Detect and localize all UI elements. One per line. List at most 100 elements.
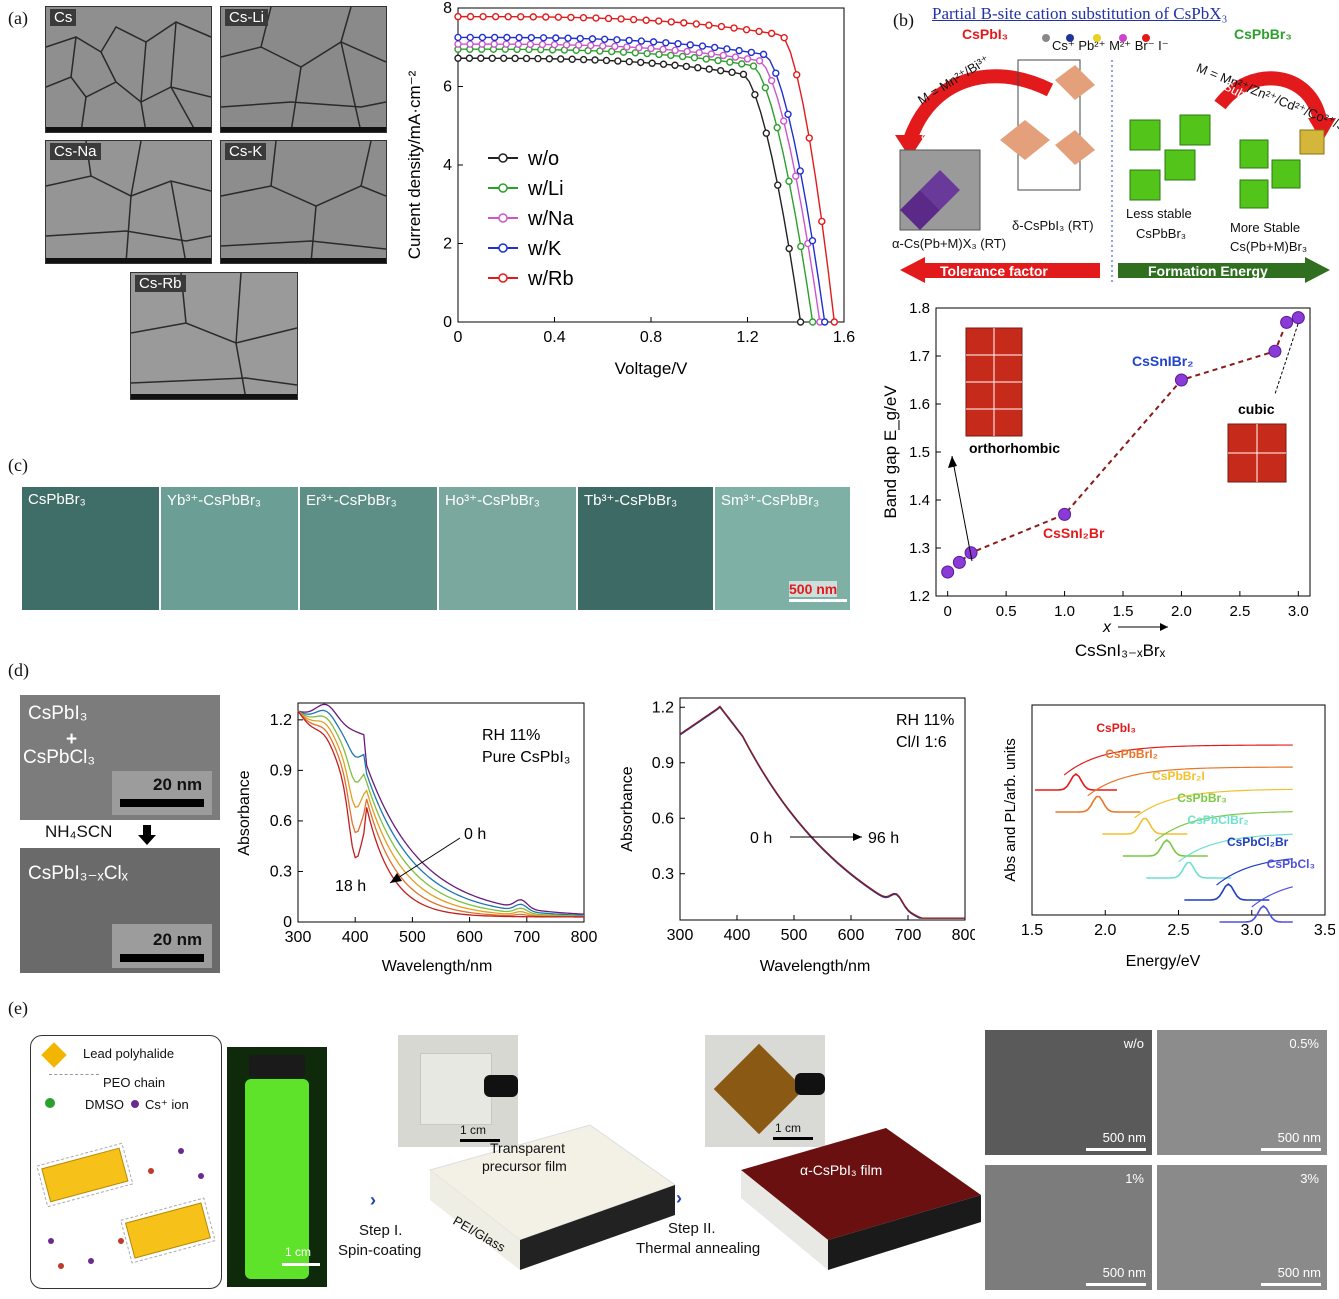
- y-tick-label: 0.9: [270, 762, 292, 779]
- data-point: [490, 33, 499, 42]
- data-point: [785, 177, 793, 185]
- abs-curve: [1178, 833, 1293, 863]
- panel-label-e: (e): [8, 998, 28, 1018]
- step2-label-2: Thermal annealing: [636, 1240, 761, 1257]
- orthorhombic-annotation: orthorhombic: [969, 440, 1060, 456]
- sem-e-label: 0.5%: [1289, 1036, 1319, 1051]
- y-tick-label: 1.8: [909, 300, 930, 317]
- polyhalide-clusters: [36, 1142, 216, 1269]
- sem-e-label: w/o: [1123, 1036, 1144, 1051]
- data-point: [522, 54, 531, 63]
- sem-label: Cs: [50, 9, 77, 26]
- delta-label: δ-CsPbI₃ (RT): [1012, 218, 1094, 233]
- scalebar: [1261, 1148, 1321, 1151]
- tile-label: CsPbBr₃: [28, 491, 86, 508]
- pl-curve: [1122, 838, 1208, 857]
- annotation-0h: 0 h: [750, 830, 772, 847]
- data-point: [515, 33, 523, 42]
- scalebar: [120, 954, 204, 962]
- data-point: [527, 33, 536, 42]
- data-point: [604, 14, 613, 23]
- y-tick-label: 1.3: [909, 540, 930, 557]
- cs-ion-dot: [1042, 34, 1050, 42]
- data-point: [554, 13, 563, 21]
- sem-label: Cs-Rb: [135, 275, 186, 292]
- data-point: [564, 34, 572, 42]
- x-tick-label: 2.0: [1094, 922, 1116, 939]
- x-tick-label: 2.5: [1229, 603, 1250, 620]
- annotation-ratio: Cl/I 1:6: [896, 734, 947, 751]
- x-tick-label: 0.5: [996, 603, 1017, 620]
- x-tick-label: 500: [399, 929, 426, 946]
- data-point: [619, 48, 628, 56]
- sem-image-cs-li: Cs-Li: [220, 6, 387, 133]
- cs-ion-icon: [131, 1100, 139, 1108]
- ion-legend: Cs⁺ Pb²⁺ M²⁺ Br⁻ I⁻: [1052, 38, 1169, 53]
- sem-e-label: 3%: [1300, 1171, 1319, 1186]
- x-axis-label: Voltage/V: [615, 359, 688, 378]
- film-square: [420, 1053, 492, 1125]
- x-tick-label: 1.2: [736, 329, 758, 346]
- sem-e-1: 1% 500 nm: [985, 1165, 1152, 1290]
- alpha-film-photo: 1 cm: [705, 1035, 825, 1147]
- br-ion-dot: [1119, 34, 1127, 42]
- transparent-label-1: Transparent: [490, 1140, 565, 1156]
- sem-image-cs-k: Cs-K: [220, 140, 387, 264]
- pl-curve: [1102, 817, 1188, 835]
- x-tick-label: 3.5: [1314, 922, 1335, 939]
- tem-label-cspbcl3: CsPbCl₃: [23, 747, 96, 768]
- legend-lead: Lead polyhalide: [83, 1046, 175, 1061]
- legend-marker: [498, 243, 508, 253]
- data-point: [773, 123, 781, 132]
- sem-tile-tb: Tb³⁺-CsPbBr₃: [578, 487, 713, 610]
- data-point: [599, 42, 607, 50]
- tile-label: Tb³⁺-CsPbBr₃: [584, 492, 678, 509]
- data-point: [511, 54, 519, 63]
- vial-liquid: [245, 1079, 309, 1279]
- data-point: [1058, 507, 1072, 521]
- data-point: [625, 36, 633, 45]
- scalebar: [789, 599, 847, 602]
- pl-curve: [1184, 882, 1270, 901]
- data-point: [793, 71, 801, 79]
- series-label: CsPbBrI₂: [1105, 747, 1158, 761]
- sem-e-scale: 500 nm: [1277, 1130, 1321, 1145]
- legend-label: w/Li: [527, 178, 564, 200]
- data-point: [667, 18, 675, 26]
- tile-label: Ho³⁺-CsPbBr₃: [445, 492, 540, 509]
- data-point: [731, 53, 740, 61]
- data-point: [517, 13, 525, 21]
- more-stable-label-2: Cs(Pb+M)Br₃: [1230, 239, 1308, 254]
- data-point: [637, 58, 645, 67]
- scalebar: [773, 1137, 813, 1140]
- tem-scale-top: 20 nm: [153, 775, 203, 794]
- data-point: [755, 57, 764, 65]
- right-compound: CsPbBr₃: [1234, 26, 1292, 42]
- data-point: [690, 53, 699, 62]
- data-point: [796, 318, 805, 326]
- data-point: [743, 55, 752, 63]
- tolerance-arrow: [900, 257, 1100, 283]
- y-tick-label: 0.6: [652, 810, 674, 827]
- y-tick-label: 1.5: [909, 444, 930, 461]
- cubic-annotation: cubic: [1238, 401, 1275, 417]
- abs-curve: [1154, 811, 1293, 842]
- x-tick-label: 400: [342, 929, 369, 946]
- y-tick-label: 1.4: [909, 492, 930, 509]
- data-point: [1291, 311, 1305, 325]
- alpha-film-stack: [741, 1128, 981, 1270]
- panel-label-d: (d): [8, 660, 29, 680]
- tem-image-bottom: CsPbI₃₋ₓClₓ 20 nm: [20, 848, 220, 973]
- data-point: [491, 12, 500, 21]
- panel-label-b: (b): [893, 10, 914, 30]
- data-point: [477, 54, 485, 62]
- sem-image-cs: Cs: [45, 6, 212, 133]
- data-point: [964, 546, 978, 560]
- data-point: [659, 60, 668, 68]
- y-tick-label: 0.9: [652, 755, 674, 772]
- absorbance-pure-chart: 300 400 500 600 700 800 0 0.3 0.6 0.9 1.2 RH 11% P…: [236, 702, 597, 975]
- x-axis-label: Energy/eV: [1126, 953, 1201, 970]
- y-tick-label: 1.2: [652, 699, 674, 716]
- data-point: [466, 33, 474, 42]
- data-point: [488, 54, 496, 62]
